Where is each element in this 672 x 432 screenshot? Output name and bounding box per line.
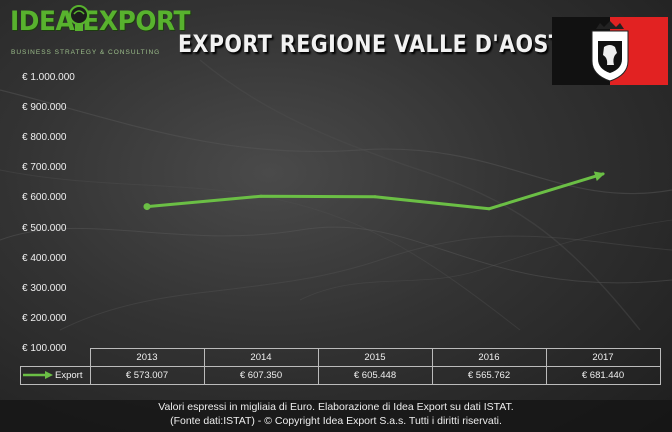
- y-tick-label: € 200.000: [22, 312, 67, 324]
- legend-arrow-icon: [23, 371, 53, 380]
- y-tick-label: € 300.000: [22, 282, 67, 294]
- category-label: 2016: [431, 348, 547, 367]
- valle-daosta-flag: [552, 17, 668, 85]
- data-point: [487, 207, 491, 211]
- footnote-line: (Fonte dati:ISTAT) - © Copyright Idea Ex…: [170, 415, 502, 427]
- footnote-line: Valori espressi in migliaia di Euro. Ela…: [158, 401, 514, 413]
- idea-export-logo: IDEA EXPORT BUSINESS STRATEGY & CONSULTI…: [10, 5, 191, 64]
- category-label: 2013: [89, 348, 205, 367]
- data-label: € 607.350: [203, 366, 319, 385]
- data-point: [373, 195, 377, 199]
- data-point: [601, 172, 605, 176]
- data-label: € 573.007: [89, 366, 205, 385]
- y-tick-label: € 700.000: [22, 162, 67, 174]
- data-point: [259, 194, 263, 198]
- series-layer: [143, 171, 605, 211]
- category-label: 2015: [317, 348, 433, 367]
- y-tick-label: € 900.000: [22, 102, 67, 114]
- footnote: Valori espressi in migliaia di Euro. Ela…: [0, 400, 672, 432]
- table-header-row: 2013 2014 2015 2016 2017: [20, 348, 661, 367]
- data-label: € 681.440: [545, 366, 661, 385]
- category-label: 2014: [203, 348, 319, 367]
- data-label: € 565.762: [431, 366, 547, 385]
- series-line-export: [146, 172, 604, 211]
- y-tick-label: € 600.000: [22, 192, 67, 204]
- logo-wordmark: IDEA EXPORT: [10, 6, 191, 37]
- y-tick-label: € 400.000: [22, 252, 67, 264]
- y-tick-label: € 1.000.000: [22, 72, 75, 83]
- category-label: 2017: [545, 348, 661, 367]
- page-title: EXPORT REGIONE VALLE D'AOSTA: [178, 30, 579, 58]
- legend-label: Export: [55, 370, 83, 381]
- y-tick-label: € 800.000: [22, 132, 67, 144]
- y-tick-label: € 500.000: [22, 222, 67, 234]
- lightbulb-icon: [69, 5, 89, 31]
- legend-entry: Export: [20, 366, 91, 385]
- data-table: 2013 2014 2015 2016 2017 Export € 573.00…: [20, 348, 661, 385]
- data-label: € 605.448: [317, 366, 433, 385]
- logo-tagline: BUSINESS STRATEGY & CONSULTING: [11, 49, 161, 56]
- table-row: Export € 573.007 € 607.350 € 605.448 € 5…: [20, 366, 661, 385]
- data-point: [145, 205, 149, 209]
